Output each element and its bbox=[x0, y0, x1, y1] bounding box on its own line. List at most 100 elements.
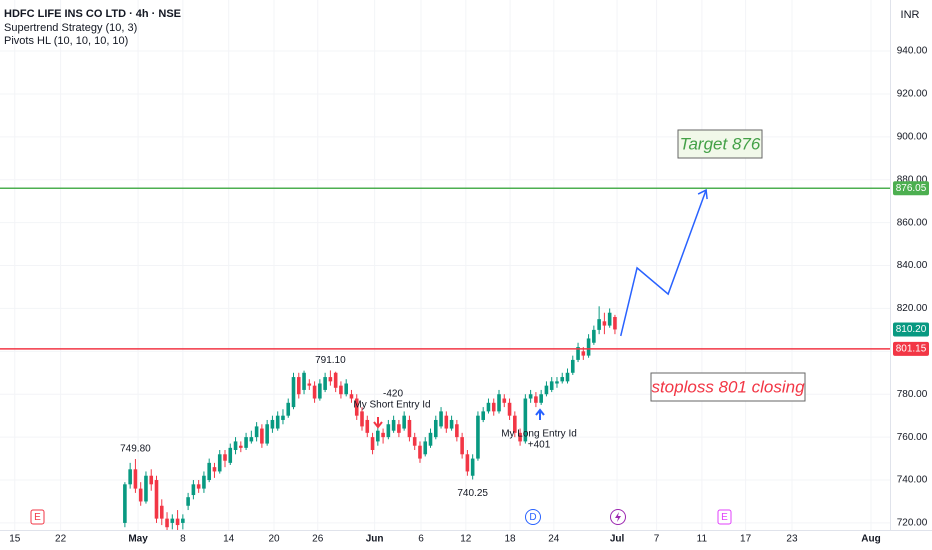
candle-body bbox=[128, 469, 132, 485]
candle-body bbox=[544, 385, 549, 395]
indicator: Pivots HL (10, 10, 10, 10) bbox=[4, 35, 128, 47]
candle-body bbox=[196, 484, 201, 489]
last-price-pill bbox=[893, 322, 929, 337]
candle-body bbox=[170, 518, 175, 523]
y-tick-label: 720.00 bbox=[897, 518, 928, 529]
candle-body bbox=[207, 462, 211, 481]
x-tick-label: Jul bbox=[610, 534, 625, 545]
plot: 749.80 791.10 740.25 bbox=[0, 0, 890, 530]
candle-body bbox=[344, 383, 348, 395]
dividend-event[interactable] bbox=[525, 509, 541, 525]
candle-body bbox=[365, 419, 370, 433]
candle-body bbox=[502, 398, 507, 403]
target-text: Target 876 bbox=[680, 134, 761, 153]
candle-body bbox=[402, 415, 406, 429]
candle-body bbox=[534, 396, 538, 403]
candle-body bbox=[428, 432, 433, 446]
earnings-event[interactable] bbox=[717, 509, 732, 525]
candle-body bbox=[418, 445, 422, 459]
last-price-label: 810.20 bbox=[896, 324, 927, 335]
y-tick-label: 760.00 bbox=[897, 432, 928, 443]
candle-body bbox=[270, 419, 275, 429]
x-tick-label: 23 bbox=[786, 534, 798, 545]
price-pill-label: 801.15 bbox=[896, 344, 927, 355]
event-label: E bbox=[34, 512, 41, 523]
x-tick-label: 15 bbox=[9, 534, 21, 545]
candle-body bbox=[275, 415, 280, 429]
candle-body bbox=[481, 411, 486, 420]
candle-body bbox=[497, 394, 501, 412]
candle-body bbox=[576, 347, 580, 360]
candle-body bbox=[260, 428, 264, 444]
price-pill-label: 876.05 bbox=[896, 183, 927, 194]
y-tick-label: 940.00 bbox=[897, 46, 928, 57]
y-tick-label: 840.00 bbox=[897, 260, 928, 271]
candle-body bbox=[181, 518, 185, 523]
candle-body bbox=[133, 469, 138, 489]
candle-body bbox=[186, 497, 190, 506]
x-tick-label: Aug bbox=[861, 534, 880, 545]
candle-body bbox=[565, 372, 570, 382]
candle-body bbox=[513, 415, 517, 433]
candle-body bbox=[296, 377, 301, 395]
y-tick-label: 780.00 bbox=[897, 389, 928, 400]
candle-body bbox=[144, 475, 148, 502]
lightning-icon bbox=[615, 512, 621, 522]
candle-body bbox=[302, 372, 306, 390]
candle-body bbox=[123, 484, 127, 523]
short-arrow bbox=[373, 417, 383, 429]
event-label: E bbox=[721, 512, 728, 523]
candle-body bbox=[397, 424, 401, 433]
candle-body bbox=[291, 377, 296, 408]
y-tick-label: 860.00 bbox=[897, 217, 928, 228]
signal-name: My Long Entry Id bbox=[501, 429, 577, 440]
candle-body bbox=[455, 424, 459, 438]
candle-body bbox=[602, 321, 607, 326]
candle-body bbox=[154, 480, 159, 519]
candle-body bbox=[281, 415, 285, 420]
candle-body bbox=[412, 437, 417, 446]
candle-body bbox=[249, 437, 254, 442]
candle-body bbox=[217, 454, 222, 472]
indicator: Supertrend Strategy (10, 3) bbox=[4, 22, 137, 34]
candle-body bbox=[228, 447, 233, 463]
stoploss-box bbox=[650, 372, 806, 402]
earnings-event[interactable] bbox=[30, 509, 45, 525]
currency: INR bbox=[901, 9, 920, 21]
candle-body bbox=[444, 415, 449, 429]
candle-body bbox=[138, 488, 143, 502]
candle-body bbox=[613, 317, 617, 330]
candle-body bbox=[323, 377, 327, 390]
pivot-label: 791.10 bbox=[315, 355, 346, 366]
x-tick-label: 12 bbox=[460, 534, 472, 545]
y-tick-label: 820.00 bbox=[897, 303, 928, 314]
long-arrow bbox=[535, 408, 545, 420]
price-pill bbox=[893, 341, 929, 356]
candle-body bbox=[449, 419, 454, 429]
candle-body bbox=[312, 385, 317, 399]
x-tick-label: 22 bbox=[55, 534, 67, 545]
y-tick-label: 920.00 bbox=[897, 89, 928, 100]
candle-body bbox=[592, 329, 596, 343]
projection-arrowhead bbox=[697, 188, 708, 200]
signal-name: My Short Entry Id bbox=[353, 400, 430, 411]
signal-pnl: -420 bbox=[383, 389, 403, 400]
candle-body bbox=[212, 467, 217, 472]
candle-body bbox=[333, 372, 338, 388]
candle-body bbox=[149, 475, 154, 485]
candle-body bbox=[191, 484, 196, 496]
candle-body bbox=[265, 424, 269, 444]
candle-body bbox=[165, 518, 169, 528]
candle-body bbox=[159, 505, 164, 519]
target-box bbox=[677, 129, 763, 159]
candle-body bbox=[597, 319, 601, 330]
candle-body bbox=[254, 426, 259, 438]
signal-pnl: +401 bbox=[528, 440, 551, 451]
candle-body bbox=[560, 377, 565, 382]
candle-body bbox=[202, 475, 206, 489]
pivot-label: 740.25 bbox=[457, 488, 488, 499]
candle-body bbox=[460, 437, 464, 455]
candle-body bbox=[223, 454, 227, 461]
price-pill bbox=[893, 181, 929, 196]
